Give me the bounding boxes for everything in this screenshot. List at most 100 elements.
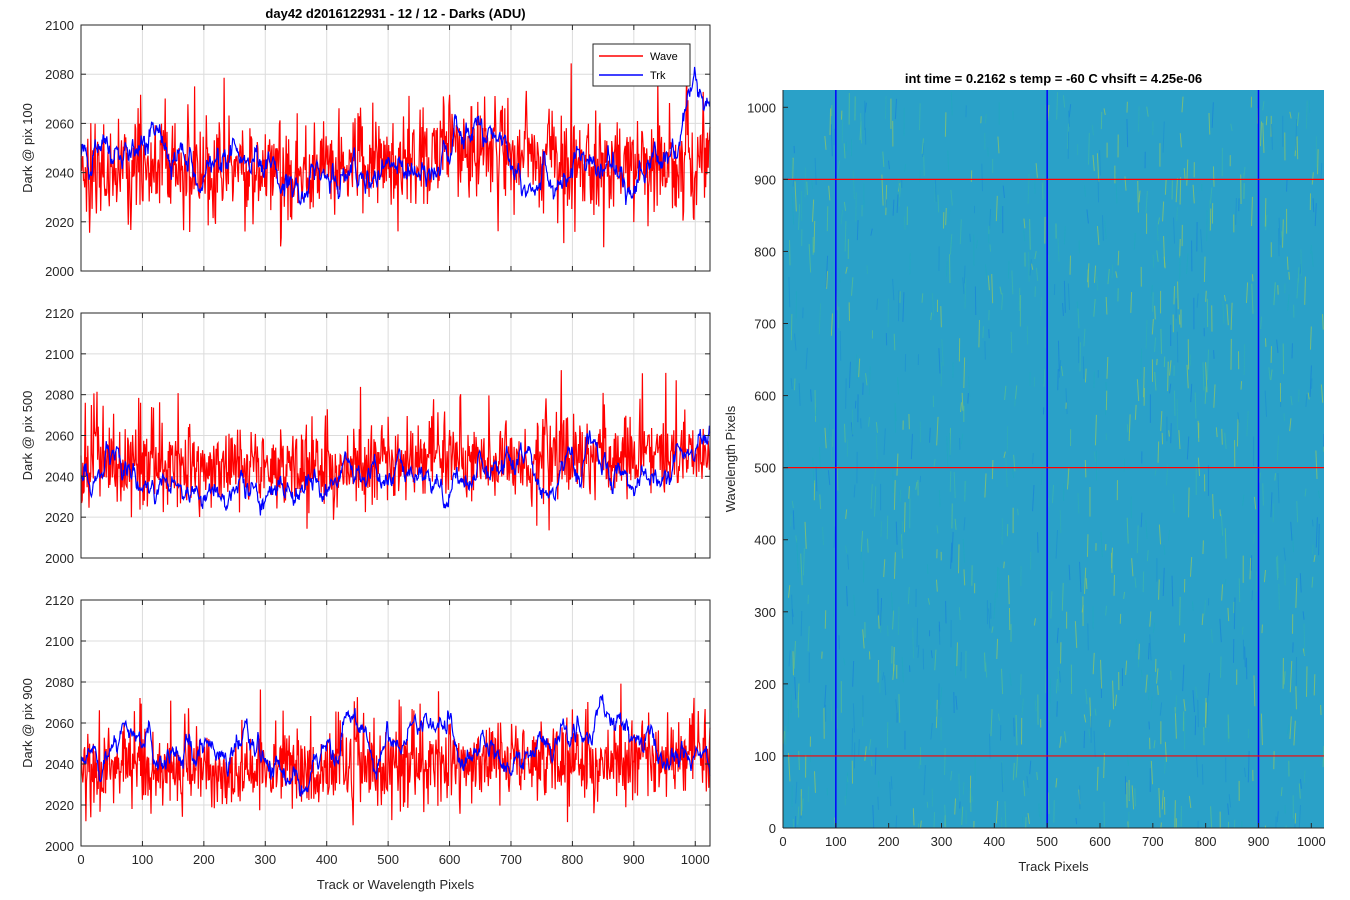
heatmap-streak [923, 155, 925, 176]
heatmap-streak [847, 554, 850, 570]
heatmap-streak [897, 377, 899, 395]
heatmap-streak [1162, 121, 1165, 153]
heatmap-streak [1236, 419, 1239, 447]
heatmap-streak [958, 773, 961, 800]
heatmap-streak [969, 233, 971, 243]
heatmap-streak [1050, 591, 1053, 619]
heatmap-streak [963, 265, 966, 284]
heatmap-streak [936, 416, 939, 446]
heatmap-streak [855, 192, 857, 222]
heatmap-streak [901, 657, 904, 683]
heatmap-streak [1035, 267, 1039, 282]
heatmap-streak [1011, 270, 1014, 295]
heatmap-streak [1160, 822, 1162, 828]
heatmap-streak [814, 390, 817, 422]
heatmap-streak [875, 421, 878, 433]
y-ticks: 2000 2020 2040 2060 2080 2100 2120 [45, 306, 710, 566]
heatmap-streak [1288, 271, 1290, 280]
x-tick-label: 400 [316, 852, 338, 867]
heatmap-streak [1222, 300, 1225, 324]
heatmap-streak [895, 815, 898, 828]
heatmap-streak [922, 142, 925, 158]
heatmap-streak [798, 750, 800, 771]
series-trk-line [80, 694, 711, 797]
heatmap-streak [806, 181, 808, 195]
heatmap-streak [1240, 381, 1243, 390]
heatmap-streak [827, 470, 831, 486]
x-ticks: 0 100 200 300 400 500 600 700 800 900 1000 [77, 600, 710, 867]
heatmap-streak [1065, 388, 1068, 415]
heatmap-streak [860, 530, 864, 552]
heatmap-streak [870, 758, 873, 767]
heatmap-streak [892, 199, 895, 216]
heatmap-streak [801, 798, 804, 812]
heatmap-streak [1169, 360, 1172, 376]
heatmap-streak [783, 808, 786, 826]
heatmap-streak [1034, 250, 1037, 260]
heatmap-streak [1273, 282, 1276, 306]
heatmap-streak [1215, 427, 1218, 438]
heatmap-streak [946, 436, 949, 469]
heatmap-streak [843, 143, 846, 159]
heatmap-streak [1221, 584, 1224, 601]
heatmap-streak [1088, 728, 1091, 740]
heatmap-streak [1317, 149, 1319, 175]
heatmap-streak [1055, 678, 1058, 694]
heatmap-streak [1134, 788, 1136, 807]
heatmap-streak [1264, 198, 1267, 227]
heatmap-streak [828, 423, 831, 440]
heatmap-streak [1182, 664, 1185, 692]
heatmap-streak [788, 650, 791, 667]
series-wave-line [80, 370, 711, 531]
heatmap-streak [1035, 163, 1038, 178]
heatmap-streak [880, 521, 883, 538]
heatmap-streak [1320, 384, 1324, 403]
heatmap-streak [796, 540, 799, 573]
heatmap-streak [987, 275, 990, 291]
heatmap-streak [889, 781, 892, 807]
heatmap-streak [1093, 730, 1096, 758]
heatmap-streak [960, 433, 964, 445]
heatmap-streak [903, 216, 906, 230]
heatmap-streak [1178, 314, 1181, 325]
y-tick-label: 2060 [45, 716, 74, 731]
heatmap-streak [1041, 182, 1044, 200]
heatmap-streak [865, 373, 868, 386]
y-tick-label: 2060 [45, 116, 74, 131]
heatmap-streak [791, 594, 794, 625]
heatmap-streak [1128, 414, 1131, 442]
heatmap-streak [797, 806, 800, 825]
heatmap-streak [870, 484, 873, 509]
heatmap-streak [895, 699, 898, 713]
y-axis-label: Wavelength Pixels [723, 405, 738, 512]
heatmap-streak [920, 820, 922, 828]
heatmap-streak [971, 796, 974, 803]
heatmap-streak [934, 179, 937, 202]
heatmap-streak [791, 193, 795, 225]
heatmap-streak [1274, 473, 1276, 481]
heatmap-streak [954, 518, 957, 530]
heatmap-streak [1067, 110, 1071, 127]
heatmap-streak [1305, 394, 1308, 407]
y-ticks: 2000 2020 2040 2060 2080 2100 [45, 18, 710, 279]
heatmap-streak [1114, 694, 1118, 707]
heatmap-streak [1206, 695, 1209, 727]
heatmap-streak [1055, 778, 1058, 788]
y-tick-label: 2040 [45, 166, 74, 181]
heatmap-streak [995, 195, 998, 222]
heatmap-streak [1005, 457, 1008, 488]
heatmap-streak [1322, 745, 1324, 768]
heatmap-streak [846, 586, 848, 607]
heatmap-streak [838, 268, 841, 283]
heatmap-streak [1317, 490, 1321, 499]
heatmap-streak [830, 699, 833, 721]
heatmap-streak [819, 494, 822, 510]
heatmap-streak [1027, 251, 1030, 282]
heatmap-streak [877, 614, 880, 629]
heatmap-streak [853, 484, 856, 498]
heatmap-streak [1265, 214, 1268, 231]
heatmap-streak [949, 234, 953, 255]
heatmap-streak [792, 510, 795, 530]
heatmap-streak [1205, 290, 1207, 302]
